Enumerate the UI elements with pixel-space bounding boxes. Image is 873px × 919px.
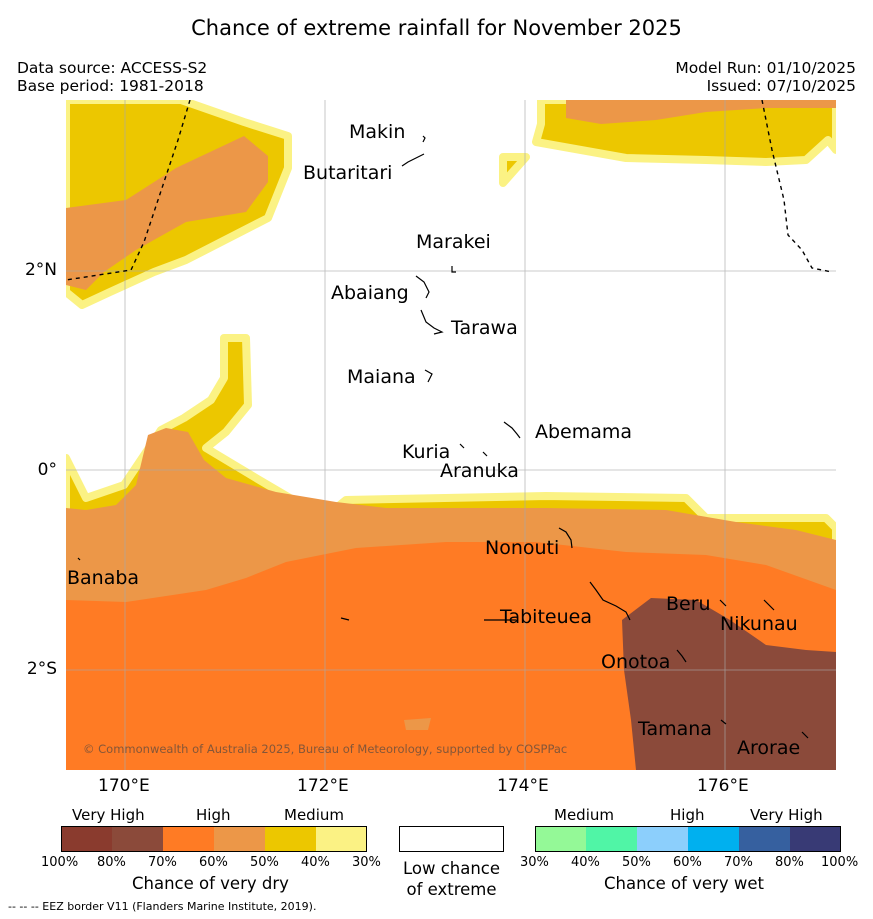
- place-label-tabiteuea: Tabiteuea: [500, 606, 592, 628]
- wet-tick-60: 60%: [673, 855, 702, 870]
- wet-tick-50: 50%: [622, 855, 651, 870]
- dry-colorbar-title: Chance of very dry: [132, 874, 289, 893]
- lon-label-174e: 174°E: [497, 776, 549, 796]
- wet-swatch-30-40: [535, 826, 586, 852]
- place-label-kuria: Kuria: [402, 441, 451, 463]
- low-chance-label-line1: Low chance: [402, 859, 501, 878]
- dry-tick-30: 30%: [352, 855, 381, 870]
- place-label-abemama: Abemama: [535, 421, 633, 443]
- dry-tick-60: 60%: [199, 855, 228, 870]
- high-dry-patch: [404, 718, 431, 730]
- lon-label-170e: 170°E: [98, 776, 150, 796]
- very-high-dry-zone: [622, 598, 836, 770]
- place-label-butaritari: Butaritari: [303, 162, 393, 184]
- eez-border: [66, 100, 833, 281]
- data-source-text: Data source: ACCESS-S2: [17, 59, 208, 77]
- rainfall-map: Makin Butaritari Marakei Abaiang Tarawa …: [66, 100, 836, 770]
- place-label-nikunau: Nikunau: [720, 613, 798, 635]
- island-outlines: [77, 135, 809, 739]
- issued-text: Issued: 07/10/2025: [706, 77, 856, 95]
- dry-tick-40: 40%: [301, 855, 330, 870]
- place-label-beru: Beru: [666, 593, 711, 615]
- place-label-aranuka: Aranuka: [440, 460, 519, 482]
- lat-label-0: 0°: [37, 460, 57, 480]
- place-label-maiana: Maiana: [347, 366, 416, 388]
- dry-high-label: High: [196, 806, 231, 824]
- lat-label-2n: 2°N: [24, 260, 57, 280]
- dry-swatch-100-80: [61, 826, 112, 852]
- lat-label-2s: 2°S: [26, 659, 57, 679]
- low-chance-swatch: [399, 826, 504, 852]
- wet-swatch-40-50: [586, 826, 637, 852]
- lon-label-176e: 176°E: [697, 776, 749, 796]
- medium-dry-zone-small: [499, 153, 530, 187]
- dry-very-high-label: Very High: [72, 806, 145, 824]
- rainfall-map-canvas: [66, 100, 836, 770]
- wet-tick-70: 70%: [724, 855, 753, 870]
- wet-tick-30: 30%: [520, 855, 549, 870]
- model-run-text: Model Run: 01/10/2025: [675, 59, 856, 77]
- copyright-notice: © Commonwealth of Australia 2025, Bureau…: [83, 742, 568, 756]
- map-title: Chance of extreme rainfall for November …: [191, 16, 682, 40]
- dry-swatch-50-40: [265, 826, 316, 852]
- high-dry-zone-ne: [566, 100, 836, 124]
- place-label-abaiang: Abaiang: [331, 282, 409, 304]
- wet-tick-100: 100%: [821, 855, 859, 870]
- dry-tick-50: 50%: [250, 855, 279, 870]
- wet-medium-label: Medium: [554, 806, 614, 824]
- dry-tick-70: 70%: [148, 855, 177, 870]
- dry-medium-label: Medium: [284, 806, 344, 824]
- dry-swatch-70-60: [163, 826, 214, 852]
- wet-swatch-50-60: [637, 826, 688, 852]
- place-label-tarawa: Tarawa: [451, 317, 518, 339]
- wet-tick-40: 40%: [571, 855, 600, 870]
- wet-swatch-80-100: [790, 826, 841, 852]
- wet-colorbar-title: Chance of very wet: [604, 874, 764, 893]
- dry-tick-100: 100%: [41, 855, 79, 870]
- place-label-tamana: Tamana: [638, 718, 712, 740]
- eez-footnote: -- -- -- EEZ border V11 (Flanders Marine…: [8, 900, 317, 913]
- low-chance-label-line2: of extreme: [406, 880, 497, 899]
- graticule: [66, 100, 836, 770]
- place-label-makin: Makin: [349, 121, 406, 143]
- wet-high-label: High: [670, 806, 705, 824]
- place-label-arorae: Arorae: [737, 737, 801, 759]
- wet-swatch-60-70: [688, 826, 739, 852]
- base-period-text: Base period: 1981-2018: [17, 77, 204, 95]
- dry-tick-80: 80%: [97, 855, 126, 870]
- dry-swatch-80-70: [112, 826, 163, 852]
- dry-swatch-60-50: [214, 826, 265, 852]
- dry-swatch-40-30: [316, 826, 367, 852]
- wet-tick-80: 80%: [775, 855, 804, 870]
- place-label-banaba: Banaba: [67, 567, 140, 589]
- lon-label-172e: 172°E: [297, 776, 349, 796]
- high-dry-zone-nw: [66, 136, 268, 290]
- wet-very-high-label: Very High: [750, 806, 823, 824]
- wet-swatch-70-80: [739, 826, 790, 852]
- place-label-onotoa: Onotoa: [601, 651, 671, 673]
- place-label-nonouti: Nonouti: [485, 537, 560, 559]
- place-label-marakei: Marakei: [416, 231, 491, 253]
